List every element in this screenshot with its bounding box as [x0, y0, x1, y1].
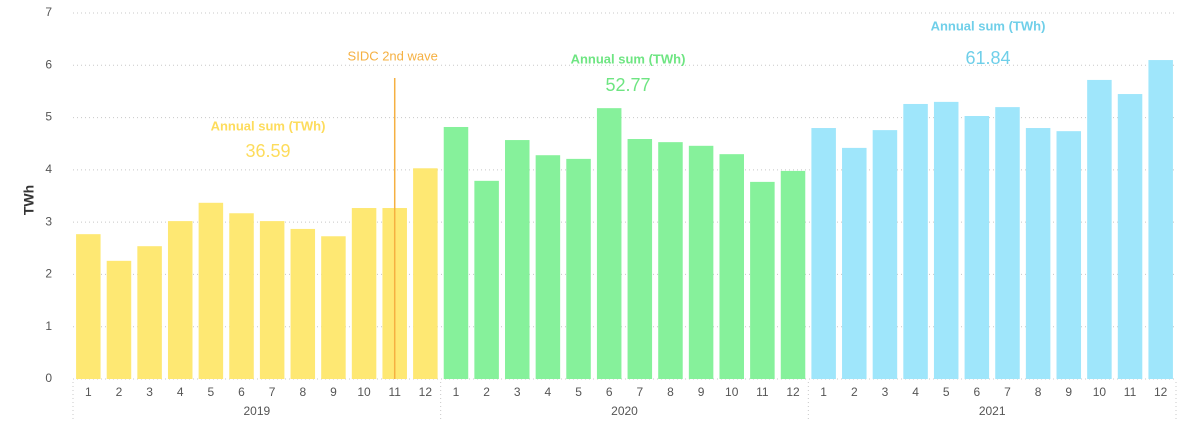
bar [229, 213, 254, 379]
x-tick-label: 3 [882, 385, 889, 399]
x-tick-label: 5 [208, 385, 215, 399]
bar [750, 181, 775, 379]
x-tick-label: 1 [85, 385, 92, 399]
bar [1056, 131, 1082, 379]
bar [780, 170, 806, 379]
x-tick-label: 7 [1004, 385, 1011, 399]
x-tick-label: 9 [1065, 385, 1072, 399]
x-tick-label: 12 [786, 385, 800, 399]
x-tick-label: 11 [1124, 385, 1137, 399]
bar [566, 158, 591, 379]
bar [1148, 60, 1173, 380]
bar [505, 140, 530, 379]
annual-label: Annual sum (TWh) [931, 18, 1046, 33]
bar [413, 168, 438, 379]
bar [627, 139, 653, 379]
bar [842, 147, 867, 379]
x-tick-label: 8 [299, 385, 306, 399]
x-tick-label: 2 [851, 385, 858, 399]
x-tick-label: 4 [545, 385, 552, 399]
bar [995, 107, 1020, 379]
x-tick-label: 2 [483, 385, 490, 399]
group-label: 2021 [979, 404, 1006, 418]
bar [658, 142, 683, 379]
x-tick-label: 5 [575, 385, 582, 399]
annual-label: Annual sum (TWh) [211, 118, 326, 133]
x-tick-label: 6 [974, 385, 981, 399]
bar [933, 101, 959, 379]
bar [811, 128, 836, 379]
x-tick-label: 3 [146, 385, 153, 399]
y-tick-label: 4 [45, 162, 52, 176]
bar [719, 154, 744, 379]
annual-sum: 52.77 [605, 75, 650, 95]
y-tick-label: 6 [45, 57, 52, 71]
bar [688, 145, 714, 379]
x-tick-label: 9 [330, 385, 337, 399]
group-label: 2020 [611, 404, 638, 418]
y-tick-label: 7 [45, 5, 52, 19]
bar [903, 103, 928, 379]
y-tick-label: 3 [45, 214, 52, 228]
annotation-label: SIDC 2nd wave [348, 48, 438, 63]
annual-sum: 36.59 [245, 141, 290, 161]
x-tick-label: 8 [667, 385, 674, 399]
x-tick-label: 8 [1035, 385, 1042, 399]
x-tick-label: 6 [606, 385, 613, 399]
x-tick-label: 7 [636, 385, 643, 399]
x-tick-label: 1 [820, 385, 827, 399]
y-tick-label: 5 [45, 110, 52, 124]
x-tick-label: 2 [116, 385, 123, 399]
x-tick-label: 7 [269, 385, 276, 399]
bar [964, 116, 990, 379]
x-tick-label: 10 [1093, 385, 1107, 399]
bar [259, 221, 285, 379]
x-tick-label: 10 [725, 385, 739, 399]
bar [1117, 94, 1143, 380]
x-tick-label: 4 [912, 385, 919, 399]
annual-sum: 61.84 [965, 48, 1010, 68]
bar [596, 108, 622, 379]
bar [167, 221, 193, 379]
x-tick-label: 11 [388, 385, 401, 399]
x-tick-label: 6 [238, 385, 245, 399]
bar [474, 180, 499, 379]
x-tick-label: 11 [756, 385, 769, 399]
bar [1025, 128, 1051, 379]
y-tick-label: 1 [45, 319, 52, 333]
bar [106, 260, 132, 379]
group-label: 2019 [243, 404, 270, 418]
bar [872, 130, 898, 379]
x-tick-label: 10 [357, 385, 371, 399]
bar [535, 155, 561, 379]
x-tick-label: 3 [514, 385, 521, 399]
x-tick-label: 1 [453, 385, 460, 399]
bar [321, 236, 346, 379]
bar [290, 228, 316, 379]
bar [76, 234, 101, 379]
bar [137, 246, 162, 379]
bar [1087, 79, 1112, 379]
x-tick-label: 12 [1154, 385, 1168, 399]
bar [351, 208, 377, 379]
bar [443, 126, 469, 380]
bar [198, 202, 224, 379]
y-tick-label: 2 [45, 267, 52, 281]
x-tick-label: 12 [419, 385, 433, 399]
x-tick-label: 4 [177, 385, 184, 399]
x-tick-label: 9 [698, 385, 705, 399]
annual-label: Annual sum (TWh) [571, 51, 686, 66]
y-tick-label: 0 [45, 371, 52, 385]
y-axis-title: TWh [21, 185, 37, 215]
x-tick-label: 5 [943, 385, 950, 399]
